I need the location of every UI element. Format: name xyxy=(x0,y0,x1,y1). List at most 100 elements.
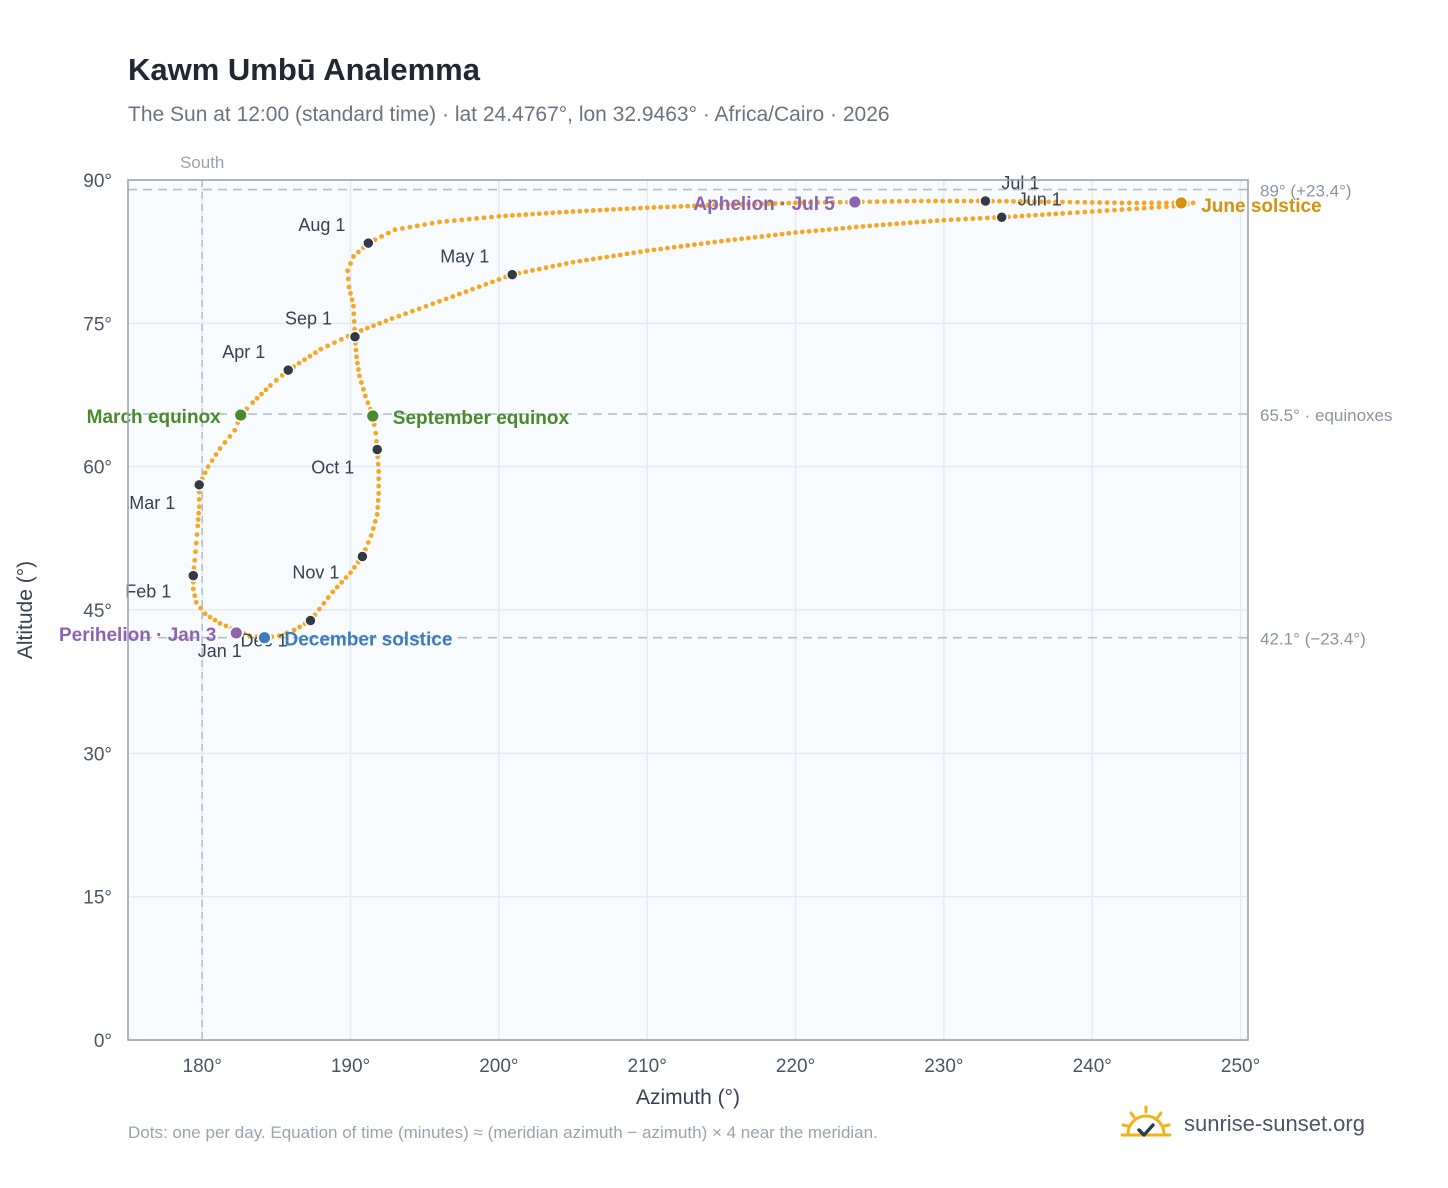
event-marker xyxy=(233,407,249,423)
daily-sun-dot xyxy=(343,575,349,580)
y-tick-label: 90° xyxy=(83,171,112,192)
daily-sun-dot xyxy=(1104,200,1110,206)
daily-sun-dot xyxy=(198,605,204,611)
daily-sun-dot xyxy=(196,510,202,516)
daily-sun-dot xyxy=(793,200,798,206)
daily-sun-dot xyxy=(456,291,462,297)
daily-sun-dot xyxy=(351,303,356,309)
daily-sun-dot xyxy=(463,289,469,295)
daily-sun-dot xyxy=(536,211,542,217)
y-tick-label: 15° xyxy=(83,888,112,909)
daily-sun-dot xyxy=(1134,206,1140,212)
daily-sun-dot xyxy=(217,620,223,626)
daily-sun-dot xyxy=(907,220,913,226)
daily-sun-dot xyxy=(815,200,821,205)
month-label: Sep 1 xyxy=(285,309,332,329)
daily-sun-dot xyxy=(604,254,610,260)
daily-sun-dot xyxy=(1004,198,1009,204)
daily-sun-dot xyxy=(1067,199,1073,205)
daily-sun-dot xyxy=(833,226,839,232)
x-tick-label: 220° xyxy=(776,1056,815,1077)
daily-sun-dot xyxy=(725,202,731,208)
daily-sun-dot xyxy=(644,205,650,211)
daily-sun-dot xyxy=(1075,199,1080,205)
event-label: Aphelion · Jul 5 xyxy=(693,194,835,215)
daily-sun-dot xyxy=(373,430,379,436)
daily-sun-dot xyxy=(357,373,362,379)
daily-sun-dot xyxy=(1019,213,1025,219)
daily-sun-dot xyxy=(349,297,355,303)
daily-sun-dot xyxy=(530,268,535,273)
daily-sun-dot xyxy=(474,216,480,221)
month-label: Mar 1 xyxy=(129,493,175,513)
daily-sun-dot xyxy=(353,347,359,353)
daily-sun-dot xyxy=(887,221,893,227)
daily-sun-dot xyxy=(430,301,436,307)
daily-sun-dot xyxy=(254,395,260,401)
daily-sun-dot xyxy=(348,261,353,267)
daily-sun-dot xyxy=(570,209,576,214)
daily-sun-dot xyxy=(297,624,302,630)
daily-sun-dot xyxy=(772,201,778,206)
daily-sun-dot xyxy=(316,606,322,612)
footnote: Dots: one per day. Equation of time (min… xyxy=(128,1123,878,1142)
daily-sun-dot xyxy=(222,440,228,445)
daily-sun-dot xyxy=(313,350,318,356)
daily-sun-dot xyxy=(826,227,832,232)
daily-sun-dot xyxy=(941,217,947,223)
y-axis-label: Altitude (°) xyxy=(14,561,37,659)
daily-sun-dot xyxy=(597,207,603,213)
daily-sun-dot xyxy=(1089,200,1095,205)
daily-sun-dot xyxy=(882,199,887,204)
daily-sun-dot xyxy=(948,217,954,223)
daily-sun-dot xyxy=(345,268,350,274)
daily-sun-dot xyxy=(437,219,442,225)
daily-sun-dot xyxy=(543,210,549,216)
x-tick-label: 230° xyxy=(924,1056,963,1077)
daily-sun-dot xyxy=(422,222,428,227)
daily-sun-dot xyxy=(372,519,378,524)
daily-sun-dot xyxy=(799,229,805,235)
daily-sun-dot xyxy=(665,204,670,210)
daily-sun-dot xyxy=(822,200,828,205)
daily-sun-dot xyxy=(346,284,352,290)
daily-sun-dot xyxy=(638,205,643,211)
y-tick-label: 0° xyxy=(94,1031,112,1052)
daily-sun-dot xyxy=(712,202,718,208)
daily-sun-dot xyxy=(1164,204,1169,210)
daily-sun-dot xyxy=(1039,212,1045,218)
daily-sun-dot xyxy=(209,458,215,464)
brand-logo[interactable]: sunrise-sunset.org xyxy=(1120,1102,1365,1146)
daily-sun-dot xyxy=(371,422,377,428)
daily-sun-dot xyxy=(961,198,967,204)
daily-sun-dot xyxy=(400,226,405,231)
daily-sun-dot xyxy=(202,611,208,617)
event-marker xyxy=(847,194,863,210)
daily-sun-dot xyxy=(631,206,637,211)
month-marker xyxy=(281,363,295,377)
meridian-label: South xyxy=(180,153,224,172)
daily-sun-dot xyxy=(597,255,603,261)
daily-sun-dot xyxy=(1149,200,1154,206)
daily-sun-dot xyxy=(1082,209,1088,215)
month-label: Jul 1 xyxy=(1001,173,1039,193)
month-marker xyxy=(979,194,992,208)
daily-sun-dot xyxy=(1156,200,1162,206)
reference-line-label: 42.1° (−23.4°) xyxy=(1260,630,1366,649)
daily-sun-dot xyxy=(739,236,745,242)
daily-sun-dot xyxy=(1119,200,1125,206)
daily-sun-dot xyxy=(745,235,751,241)
daily-sun-dot xyxy=(671,244,677,250)
daily-sun-dot xyxy=(611,253,616,259)
daily-sun-dot xyxy=(360,386,366,392)
reference-lines: South 89° (+23.4°) 65.5° · equinoxes 42.1° … xyxy=(128,153,1393,1040)
daily-sun-dot xyxy=(268,383,273,388)
daily-sun-dot xyxy=(904,198,910,204)
daily-sun-dot xyxy=(345,276,351,282)
month-label: Oct 1 xyxy=(311,457,354,477)
month-label: Jan 1 xyxy=(198,641,242,661)
event-label: Perihelion · Jan 3 xyxy=(59,625,216,646)
daily-sun-dot xyxy=(1018,199,1023,204)
daily-sun-dot xyxy=(577,208,583,214)
